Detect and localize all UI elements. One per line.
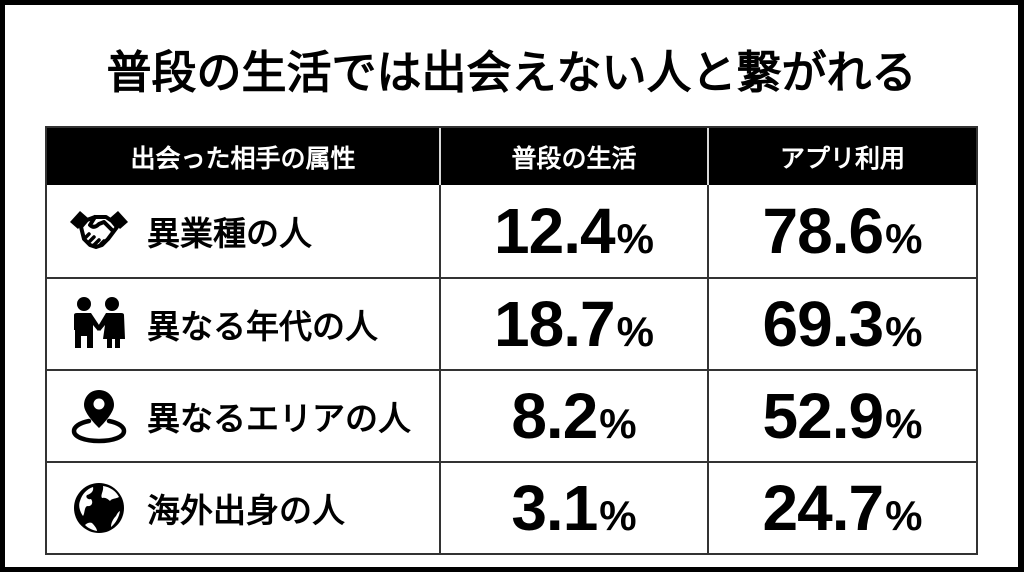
usual-life-value: 18.7% <box>439 279 707 369</box>
app-use-value: 24.7% <box>707 463 976 553</box>
table-row: 異なるエリアの人 8.2% 52.9% <box>47 369 976 461</box>
usual-life-value: 8.2% <box>439 371 707 461</box>
usual-life-value: 3.1% <box>439 463 707 553</box>
attribute-cell: 海外出身の人 <box>47 463 439 553</box>
usual-life-value: 12.4% <box>439 185 707 277</box>
attribute-cell: 異業種の人 <box>47 185 439 277</box>
app-use-value: 78.6% <box>707 185 976 277</box>
table-row: 海外出身の人 3.1% 24.7% <box>47 461 976 553</box>
two-people-icon <box>67 292 131 356</box>
location-pin-icon <box>67 384 131 448</box>
header-app-use: アプリ利用 <box>707 128 976 185</box>
attribute-label: 海外出身の人 <box>147 491 345 530</box>
attribute-label: 異なるエリアの人 <box>147 399 411 438</box>
comparison-table: 出会った相手の属性 普段の生活 アプリ利用 異業種の人 12 <box>45 126 978 555</box>
globe-icon <box>67 476 131 540</box>
attribute-cell: 異なる年代の人 <box>47 279 439 369</box>
content-panel: 普段の生活では出会えない人と繋がれる 出会った相手の属性 普段の生活 アプリ利用 <box>5 5 1018 567</box>
page-title: 普段の生活では出会えない人と繋がれる <box>106 46 917 99</box>
header-usual-life: 普段の生活 <box>439 128 707 185</box>
app-use-value: 52.9% <box>707 371 976 461</box>
attribute-label: 異なる年代の人 <box>147 307 378 346</box>
attribute-label: 異業種の人 <box>147 214 312 253</box>
table-row: 異業種の人 12.4% 78.6% <box>47 185 976 277</box>
app-use-value: 69.3% <box>707 279 976 369</box>
table-header: 出会った相手の属性 普段の生活 アプリ利用 <box>47 128 976 185</box>
header-attribute: 出会った相手の属性 <box>130 143 356 173</box>
table-row: 異なる年代の人 18.7% 69.3% <box>47 277 976 369</box>
handshake-icon <box>67 199 131 263</box>
attribute-cell: 異なるエリアの人 <box>47 371 439 461</box>
